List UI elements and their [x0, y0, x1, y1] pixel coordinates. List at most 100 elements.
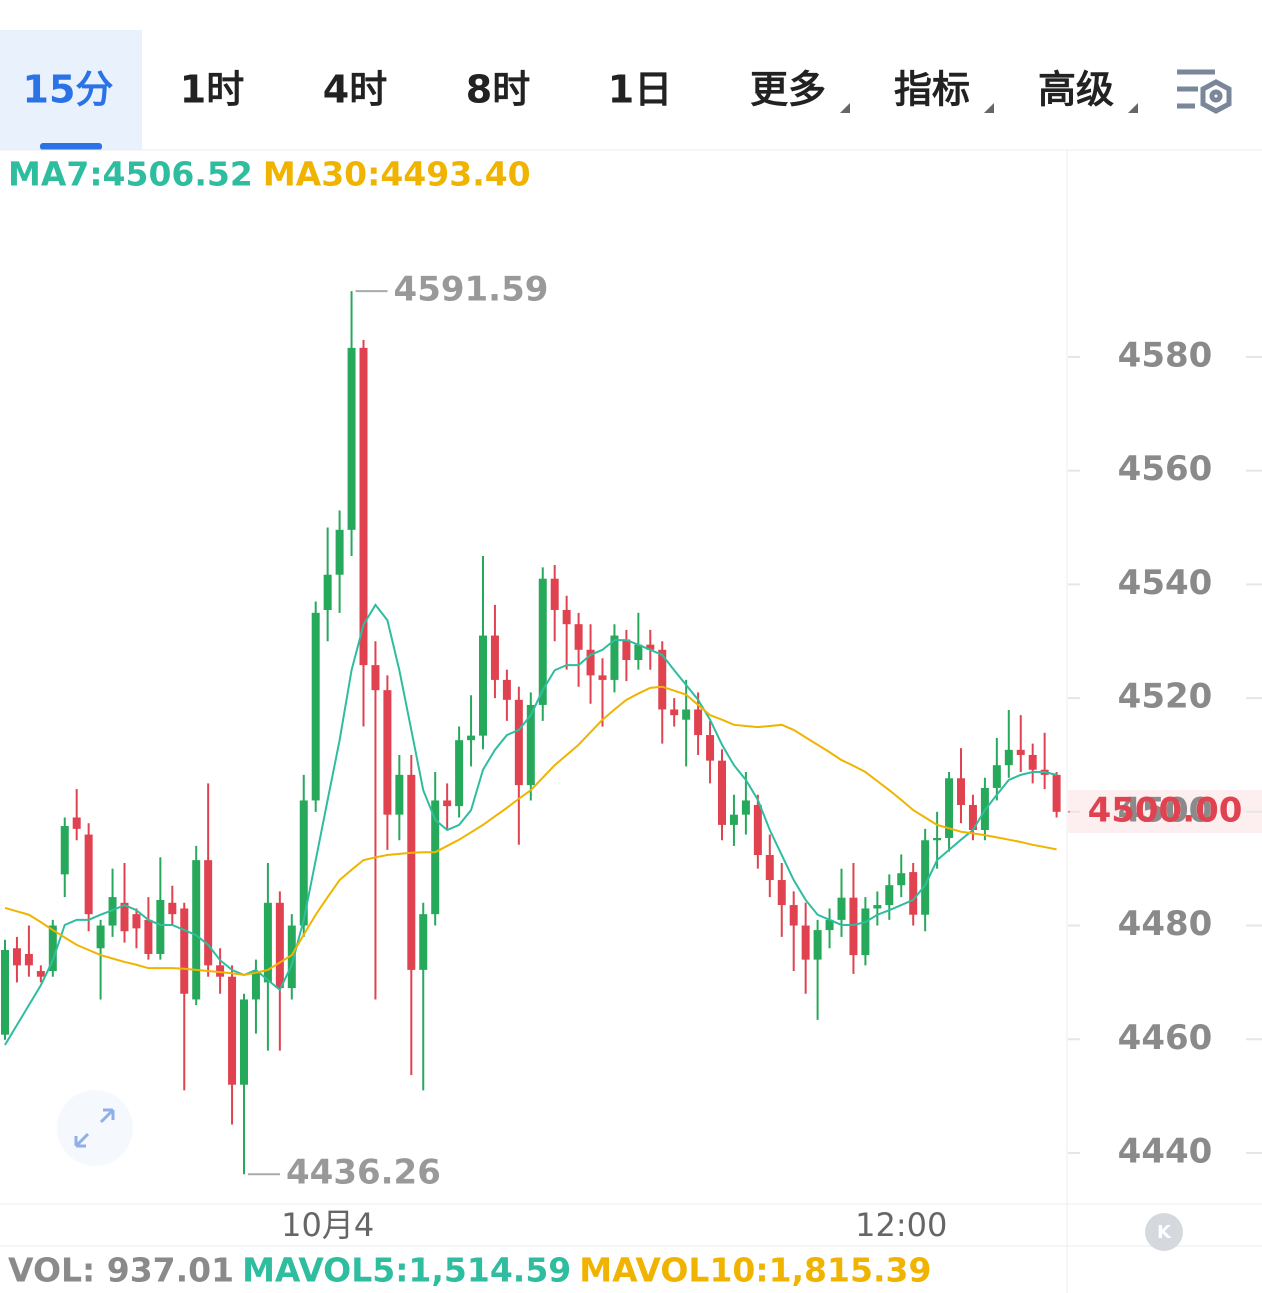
candle-body [1, 949, 9, 1035]
candle-body [741, 800, 750, 815]
candle-body [706, 735, 715, 761]
vol-label: MAVOL10:1,815.39 [579, 1251, 931, 1290]
candle-body [36, 971, 45, 977]
y-tick-label: 4500 [1118, 790, 1213, 830]
tab[interactable]: 更多 [750, 68, 826, 112]
candle-body [801, 925, 810, 960]
candle-body [467, 735, 476, 741]
y-tick-label: 4520 [1118, 677, 1213, 717]
candle-body [825, 919, 834, 931]
candle-body [287, 925, 296, 989]
y-tick-label: 4560 [1118, 449, 1213, 489]
tab[interactable]: 1日 [608, 68, 672, 112]
candle-body [216, 965, 225, 977]
candle-body [921, 840, 930, 915]
candle-body [777, 880, 786, 906]
candle-body [849, 897, 858, 956]
candle-body [957, 778, 965, 805]
candle-body [646, 644, 655, 650]
candle-body [12, 948, 21, 966]
tab[interactable]: 8时 [466, 68, 530, 112]
tab[interactable]: 1时 [180, 68, 244, 112]
ma-label: MA7:4506.52 [8, 155, 253, 194]
candle-body [347, 347, 356, 530]
candle-body [108, 897, 117, 926]
candle-body [789, 905, 798, 926]
candle-body [407, 774, 416, 970]
candle-body [311, 612, 320, 801]
candle-body [323, 574, 332, 610]
candle-body [60, 826, 69, 875]
candle-body [729, 814, 738, 825]
candle-body [132, 914, 141, 929]
active-tab-bg [0, 30, 142, 150]
k-button[interactable]: K [1145, 1213, 1183, 1251]
candle-body [550, 578, 559, 610]
tab[interactable]: 高级 [1038, 68, 1114, 112]
tab[interactable]: 4时 [323, 68, 387, 112]
candle-body [813, 930, 822, 960]
candle-body [670, 709, 679, 716]
annotation: 4436.26 [286, 1153, 441, 1193]
candle-body [610, 635, 619, 680]
candle-body [837, 897, 846, 920]
expand-icon [74, 1108, 115, 1148]
candle-body [443, 800, 452, 807]
candle-body [48, 925, 57, 972]
y-tick-label: 4460 [1118, 1018, 1213, 1058]
candle-body [694, 709, 703, 736]
candle-body [992, 765, 1001, 788]
candle-body [275, 902, 284, 989]
candle-body [204, 860, 213, 966]
candle-body [156, 899, 165, 954]
y-tick-label: 4480 [1118, 904, 1213, 944]
candle-body [622, 639, 631, 661]
candle-body [383, 690, 392, 815]
tab[interactable]: 15分 [23, 68, 114, 112]
candle-body [251, 971, 260, 1000]
candle-body [419, 914, 428, 970]
dropdown-caret [984, 103, 994, 113]
x-tick-label: 10月4 [281, 1206, 374, 1244]
candle-body [718, 760, 726, 825]
candle-body [240, 999, 248, 1085]
expand-bg [57, 1090, 133, 1166]
candle-body [885, 885, 894, 906]
candle-body [861, 908, 870, 956]
icon-dot [1209, 89, 1223, 103]
candle-body [586, 649, 595, 676]
candle-body [909, 872, 918, 915]
candle-body [968, 804, 977, 831]
candle-body [96, 925, 105, 949]
candle-body [514, 699, 523, 786]
candle-body [431, 800, 440, 915]
x-tick-label: 12:00 [855, 1206, 947, 1244]
candle-body [933, 837, 942, 841]
candle-body [359, 347, 368, 666]
tab[interactable]: 指标 [894, 68, 970, 112]
candle-body [192, 860, 201, 1000]
candle-body [658, 649, 667, 710]
ma-line [4, 685, 1057, 977]
y-tick-label: 4440 [1118, 1131, 1213, 1171]
last-price-label: 4500.00 [1088, 790, 1243, 830]
last-price-bg [1068, 790, 1262, 833]
candle-body [598, 675, 607, 680]
candle-body [263, 902, 272, 983]
candle-body [84, 834, 93, 915]
candle-body [945, 778, 954, 838]
candle-body [502, 679, 511, 700]
candle-body [634, 644, 643, 661]
active-tab-indicator [40, 143, 102, 150]
candle-body [228, 976, 237, 1085]
candle-body [1028, 754, 1037, 770]
candle-body [455, 740, 464, 807]
dropdown-caret [840, 103, 850, 113]
expand-button[interactable] [57, 1090, 133, 1166]
y-tick-label: 4540 [1118, 563, 1213, 603]
candle-body [120, 902, 129, 932]
vol-label: VOL: 937.01 [8, 1251, 234, 1290]
settings-icon[interactable] [1177, 69, 1232, 114]
candle-body [1052, 774, 1061, 812]
